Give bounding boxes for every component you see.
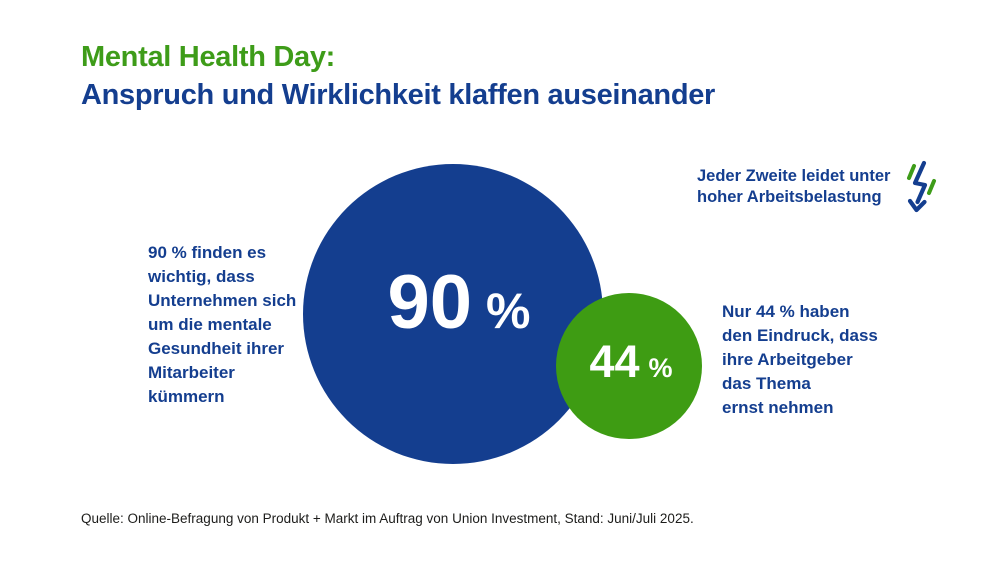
bubble-44-percent-sign: % <box>648 353 673 383</box>
page-title-line-2: Anspruch und Wirklichkeit klaffen ausein… <box>81 79 716 111</box>
source-attribution: Quelle: Online-Befragung von Produkt + M… <box>81 511 694 526</box>
bubble-44-number: 44 <box>589 336 640 387</box>
workload-callout-text: Jeder Zweite leidet unter hoher Arbeitsb… <box>697 167 891 206</box>
bubble-90-percent: 90 % <box>303 164 603 464</box>
lightning-down-arrow-icon <box>907 160 936 213</box>
green-dash-left <box>907 164 916 180</box>
bubble-90-value: 90 % <box>387 259 530 346</box>
green-dash-right <box>927 179 936 195</box>
lightning-bolt <box>912 160 928 205</box>
bubble-90-percent-sign: % <box>486 282 531 339</box>
bubble-90-number: 90 <box>387 259 473 345</box>
page-title-line-1: Mental Health Day: <box>81 41 336 73</box>
bubble-44-value: 44 % <box>589 336 672 388</box>
large-bubble-description: 90 % finden es wichtig, dass Unternehmen… <box>148 243 297 406</box>
small-bubble-description: Nur 44 % haben den Eindruck, dass ihre A… <box>722 302 878 417</box>
arrow-head <box>907 198 927 213</box>
title-block: Mental Health Day: Anspruch und Wirklich… <box>81 38 715 114</box>
bubble-44-percent: 44 % <box>556 293 702 439</box>
